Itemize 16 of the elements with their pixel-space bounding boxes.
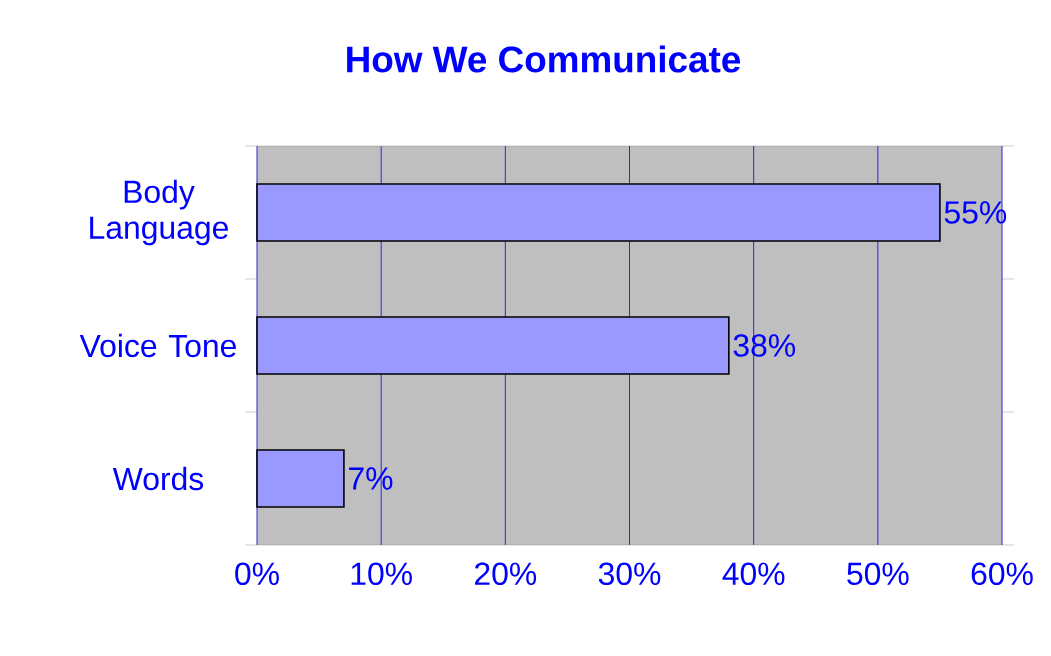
data-label: 55% bbox=[944, 201, 1007, 224]
bar bbox=[256, 316, 730, 375]
data-label: 7% bbox=[349, 467, 393, 490]
x-tick-label: 40% bbox=[722, 562, 785, 586]
x-tick-label: 60% bbox=[971, 562, 1033, 586]
x-tick-label: 20% bbox=[475, 562, 537, 586]
chart-title: How We Communicate bbox=[347, 45, 741, 73]
y-tick-label: Words bbox=[112, 466, 204, 491]
bar bbox=[256, 449, 345, 508]
bar bbox=[256, 183, 941, 242]
x-tick-label: 50% bbox=[847, 562, 909, 586]
y-tick-label: Voice Tone bbox=[79, 333, 236, 358]
x-tick-label: 10% bbox=[351, 562, 412, 586]
x-tick-label: 30% bbox=[598, 562, 661, 586]
x-tick-label: 0% bbox=[235, 562, 279, 586]
y-tick-label: Body Language bbox=[90, 179, 228, 246]
